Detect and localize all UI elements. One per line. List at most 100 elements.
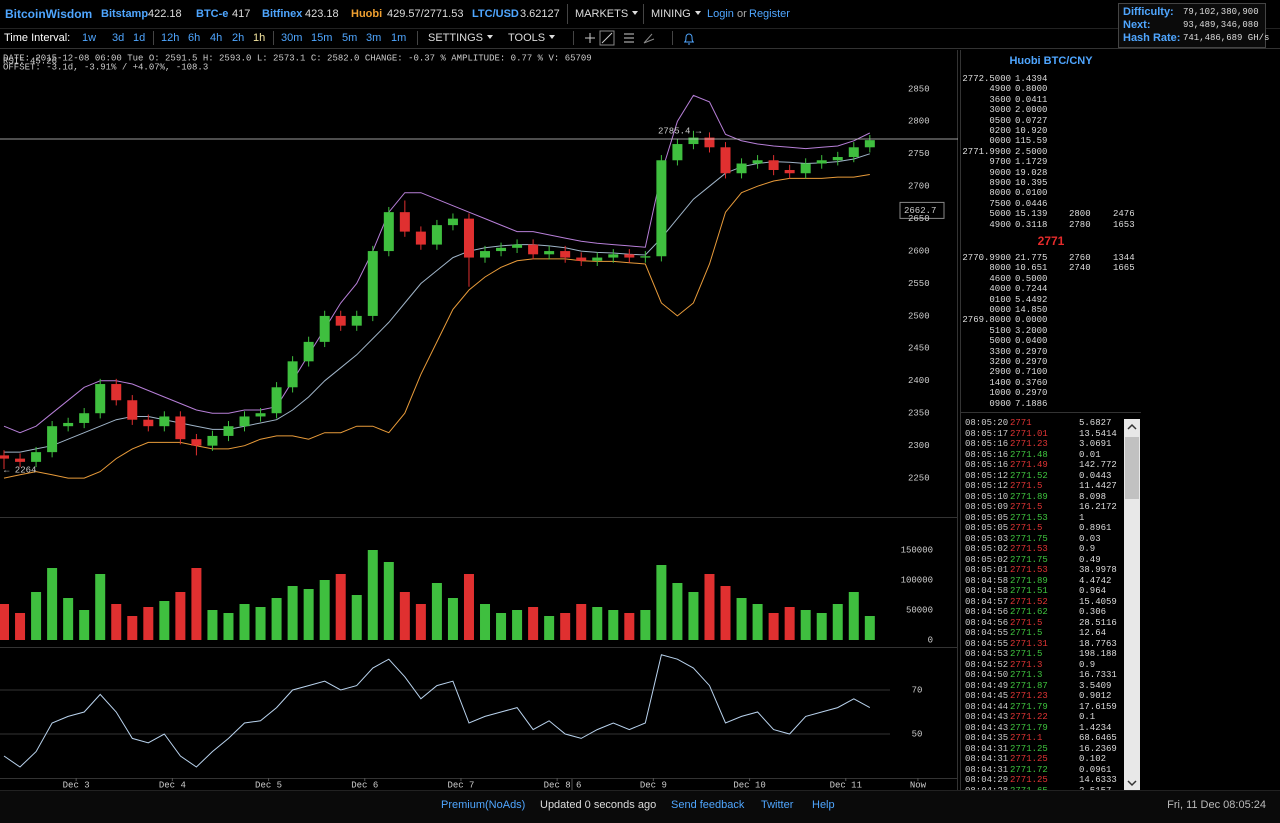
trade-time: 08:04:55 xyxy=(965,638,1009,649)
book-cell: 0.0100 xyxy=(1015,188,1048,199)
toolbar-menu[interactable]: TOOLS xyxy=(508,32,555,44)
interval-button[interactable]: 12h xyxy=(161,32,180,44)
y-tick-label: 2850 xyxy=(908,84,930,94)
book-cell: 9000 xyxy=(989,167,1011,178)
menu[interactable]: MINING xyxy=(651,8,701,20)
book-cell: 7500 xyxy=(989,198,1011,209)
interval-button[interactable]: 1d xyxy=(133,32,146,44)
interval-button[interactable]: 3m xyxy=(366,32,382,44)
trade-amount: 0.01 xyxy=(1079,449,1101,460)
trade-price: 2771.51 xyxy=(1010,586,1048,596)
interval-button[interactable]: 5m xyxy=(342,32,358,44)
ticker-name[interactable]: Bitstamp xyxy=(101,8,149,20)
trade-time: 08:05:10 xyxy=(965,491,1009,502)
login-link[interactable]: Login xyxy=(707,8,734,20)
volume-bar xyxy=(383,562,394,640)
x-tick-label: Dec 10 xyxy=(733,780,765,790)
separator xyxy=(567,4,568,24)
volume-bar xyxy=(608,610,619,640)
trade-price: 2771 xyxy=(1010,418,1032,428)
trade-amount: 1.4234 xyxy=(1079,722,1112,733)
ticker-name[interactable]: Bitfinex xyxy=(262,8,303,20)
book-cell: 2.0000 xyxy=(1015,105,1048,116)
trade-amount: 0.9 xyxy=(1079,544,1096,554)
ticker-name[interactable]: Huobi xyxy=(351,8,383,20)
interval-button[interactable]: 30m xyxy=(281,32,303,44)
menu[interactable]: MARKETS xyxy=(575,8,638,20)
candle-body xyxy=(159,416,170,427)
trade-amount: 0.306 xyxy=(1079,607,1107,617)
trade-amount: 0.9 xyxy=(1079,659,1096,670)
book-cell: 1.4394 xyxy=(1015,74,1048,84)
ticker-name[interactable]: BTC-e xyxy=(196,8,229,20)
alert-icon[interactable] xyxy=(684,33,694,45)
volume-bar xyxy=(31,592,42,640)
book-cell: 3300 xyxy=(989,346,1011,357)
x-tick-label: Dec 3 xyxy=(63,780,90,790)
volume-bar xyxy=(496,613,507,640)
crosshair-icon[interactable] xyxy=(585,33,595,43)
candle-body xyxy=(463,218,474,258)
trade-amount: 198.188 xyxy=(1079,649,1117,659)
book-cell: 2760 xyxy=(1069,253,1091,263)
interval-button[interactable]: 4h xyxy=(210,32,223,44)
volume-bar xyxy=(207,610,218,640)
interval-button[interactable]: 1h xyxy=(253,32,266,44)
volume-bar xyxy=(688,592,699,640)
line-tool-frame[interactable] xyxy=(599,30,615,46)
fib-icon[interactable] xyxy=(624,33,634,43)
volume-bar xyxy=(463,574,474,640)
interval-button[interactable]: 6h xyxy=(188,32,201,44)
book-cell: 0.2970 xyxy=(1015,357,1048,367)
trade-price: 2771.31 xyxy=(1010,638,1048,649)
book-cell: 21.775 xyxy=(1015,253,1048,263)
trade-time: 08:04:31 xyxy=(965,764,1009,775)
candle-body xyxy=(143,419,154,427)
scrollbar[interactable] xyxy=(1124,419,1140,791)
separator xyxy=(273,31,274,45)
interval-button[interactable]: 3d xyxy=(112,32,125,44)
trade-amount: 11.4427 xyxy=(1079,481,1117,491)
interval-button[interactable]: 15m xyxy=(311,32,333,44)
footer-link[interactable]: Send feedback xyxy=(671,799,745,811)
trade-price: 2771.22 xyxy=(1010,712,1048,722)
book-cell: 1665 xyxy=(1113,263,1135,274)
volume-bar xyxy=(544,616,555,640)
book-cell: 0500 xyxy=(989,115,1011,126)
candle-body xyxy=(688,137,699,145)
book-cell: 10.395 xyxy=(1015,178,1048,188)
book-cell: 15.139 xyxy=(1015,209,1048,220)
trade-price: 2771.75 xyxy=(1010,533,1048,544)
candle-body xyxy=(383,212,394,252)
trade-price: 2771.49 xyxy=(1010,460,1048,470)
candle-body xyxy=(447,218,458,226)
trade-amount: 0.03 xyxy=(1079,533,1101,544)
interval-button[interactable]: 1m xyxy=(391,32,407,44)
footer-link[interactable]: Twitter xyxy=(761,799,794,811)
interval-button[interactable]: 2h xyxy=(232,32,245,44)
volume-bar xyxy=(191,568,202,640)
book-cell: 0.0411 xyxy=(1015,94,1048,105)
trade-time: 08:04:49 xyxy=(965,680,1009,691)
trade-time: 08:04:45 xyxy=(965,691,1009,701)
candle-body xyxy=(127,400,138,420)
fan-icon[interactable] xyxy=(643,33,655,44)
trade-list: 08:05:20 2771 5.6827 08:05:17 2771.01 13.5414… xyxy=(960,412,1141,791)
brand[interactable]: BitcoinWisdom xyxy=(5,7,93,21)
difficulty-label: Next: xyxy=(1123,19,1151,31)
interval-button[interactable]: 1w xyxy=(82,32,97,44)
toolbar-menu[interactable]: SETTINGS xyxy=(428,32,493,44)
book-cell: 2.5000 xyxy=(1015,146,1048,157)
status-text: Updated 0 seconds ago xyxy=(540,799,657,811)
trade-time: 08:05:12 xyxy=(965,470,1009,481)
trade-time: 08:04:56 xyxy=(965,617,1009,628)
y-tick-label: 50 xyxy=(912,729,923,739)
ticker-name[interactable]: LTC/USD xyxy=(472,8,519,20)
volume-bar xyxy=(784,607,795,640)
book-cell: 1344 xyxy=(1113,253,1135,263)
footer-link[interactable]: Premium(NoAds) xyxy=(441,799,526,811)
register-link[interactable]: Register xyxy=(749,8,790,20)
volume-bar xyxy=(127,616,138,640)
footer-link[interactable]: Help xyxy=(812,799,835,811)
book-cell: 10.651 xyxy=(1015,263,1048,274)
